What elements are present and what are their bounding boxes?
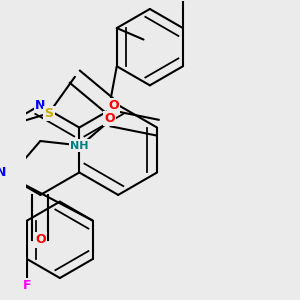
Text: F: F xyxy=(22,279,31,292)
Text: N: N xyxy=(35,99,46,112)
Text: O: O xyxy=(104,112,115,125)
Text: S: S xyxy=(44,107,53,120)
Text: O: O xyxy=(108,99,119,112)
Text: O: O xyxy=(35,233,46,246)
Text: N: N xyxy=(0,166,7,179)
Text: NH: NH xyxy=(70,140,88,151)
